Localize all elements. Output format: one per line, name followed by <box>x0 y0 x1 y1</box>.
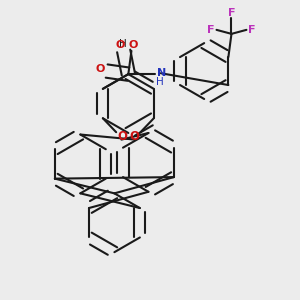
Text: O: O <box>95 64 104 74</box>
Text: F: F <box>228 8 235 18</box>
Text: F: F <box>248 25 256 35</box>
Text: O: O <box>117 130 128 143</box>
Text: H: H <box>119 39 127 49</box>
Text: O: O <box>129 130 139 143</box>
Text: F: F <box>207 25 215 35</box>
Text: H: H <box>156 77 164 87</box>
Text: N: N <box>157 68 167 78</box>
Text: O: O <box>116 40 125 50</box>
Text: O: O <box>129 40 138 50</box>
